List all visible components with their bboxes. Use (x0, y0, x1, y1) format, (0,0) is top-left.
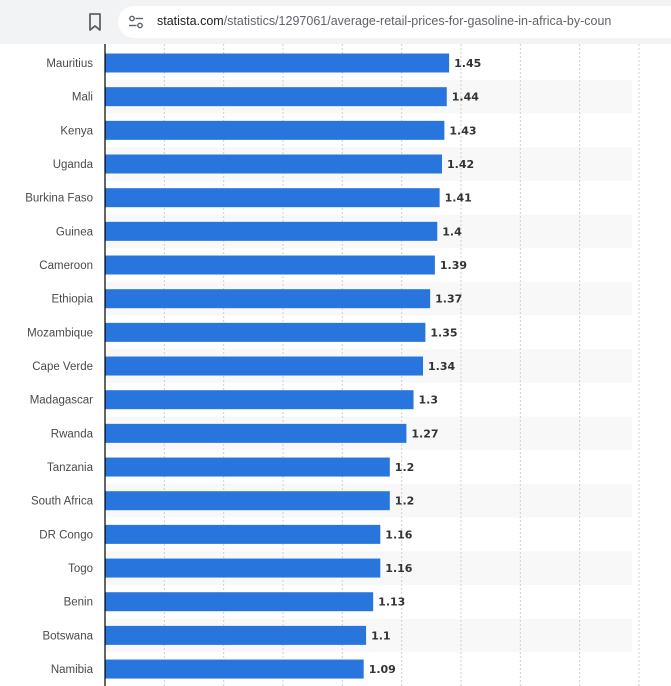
value-label: 1.2 (395, 461, 415, 474)
value-label: 1.2 (395, 495, 415, 508)
value-label: 1.16 (385, 528, 412, 541)
bar-chart: Mauritius 1.45 Mali 1.44 Kenya 1.43 Uganda 1.42… (25, 44, 640, 686)
category-label: Mali (72, 92, 93, 104)
bar (105, 154, 443, 174)
category-label: Benin (64, 597, 93, 609)
category-label: Mozambique (27, 327, 93, 339)
value-label: 1.45 (454, 57, 481, 70)
bar (105, 423, 407, 443)
value-label: 1.3 (419, 394, 439, 407)
site-settings-icon[interactable] (128, 14, 144, 30)
bar (105, 221, 438, 241)
value-label: 1.43 (449, 124, 476, 137)
bar (105, 87, 447, 107)
value-label: 1.42 (447, 158, 474, 171)
category-label: Uganda (53, 159, 94, 171)
bar (105, 53, 450, 73)
bar (105, 120, 445, 140)
value-label: 1.1 (371, 629, 391, 642)
category-label: Kenya (60, 125, 93, 137)
bar (105, 625, 367, 645)
category-label: Burkina Faso (25, 193, 93, 205)
value-label: 1.09 (369, 663, 396, 676)
category-label: Togo (68, 563, 93, 575)
bar (105, 659, 364, 679)
category-label: Mauritius (46, 58, 93, 70)
category-label: Ethiopia (51, 294, 93, 306)
browser-toolbar: statista.com/statistics/1297061/average-… (0, 0, 671, 44)
url-domain: statista.com (157, 14, 224, 28)
value-label: 1.44 (452, 91, 479, 104)
category-label: Tanzania (47, 462, 94, 474)
category-label: Madagascar (30, 395, 93, 407)
address-bar[interactable] (118, 6, 671, 38)
bar (105, 255, 435, 275)
value-label: 1.13 (378, 596, 405, 609)
url-path: /statistics/1297061/average-retail-price… (223, 14, 612, 28)
bar (105, 322, 426, 342)
url-text[interactable]: statista.com/statistics/1297061/average-… (157, 14, 611, 28)
value-label: 1.4 (442, 225, 462, 238)
value-label: 1.16 (385, 562, 412, 575)
bar (105, 592, 374, 612)
bar (105, 188, 440, 208)
category-label: Namibia (51, 664, 94, 676)
value-label: 1.34 (428, 360, 455, 373)
bar (105, 356, 424, 376)
bar (105, 390, 414, 410)
bar (105, 524, 381, 544)
category-label: Cameroon (39, 260, 93, 272)
category-label: Botswana (42, 630, 93, 642)
bar (105, 289, 431, 309)
category-label: South Africa (31, 496, 94, 508)
value-label: 1.41 (445, 192, 472, 205)
value-label: 1.39 (440, 259, 467, 272)
category-label: Cape Verde (32, 361, 93, 373)
bar (105, 558, 381, 578)
bookmark-icon[interactable] (87, 12, 103, 32)
value-label: 1.35 (430, 326, 457, 339)
value-label: 1.27 (411, 427, 438, 440)
value-label: 1.37 (435, 293, 462, 306)
category-label: DR Congo (39, 529, 93, 541)
bar (105, 491, 390, 511)
category-label: Guinea (56, 226, 94, 238)
category-label: Rwanda (51, 428, 94, 440)
bar (105, 457, 390, 477)
